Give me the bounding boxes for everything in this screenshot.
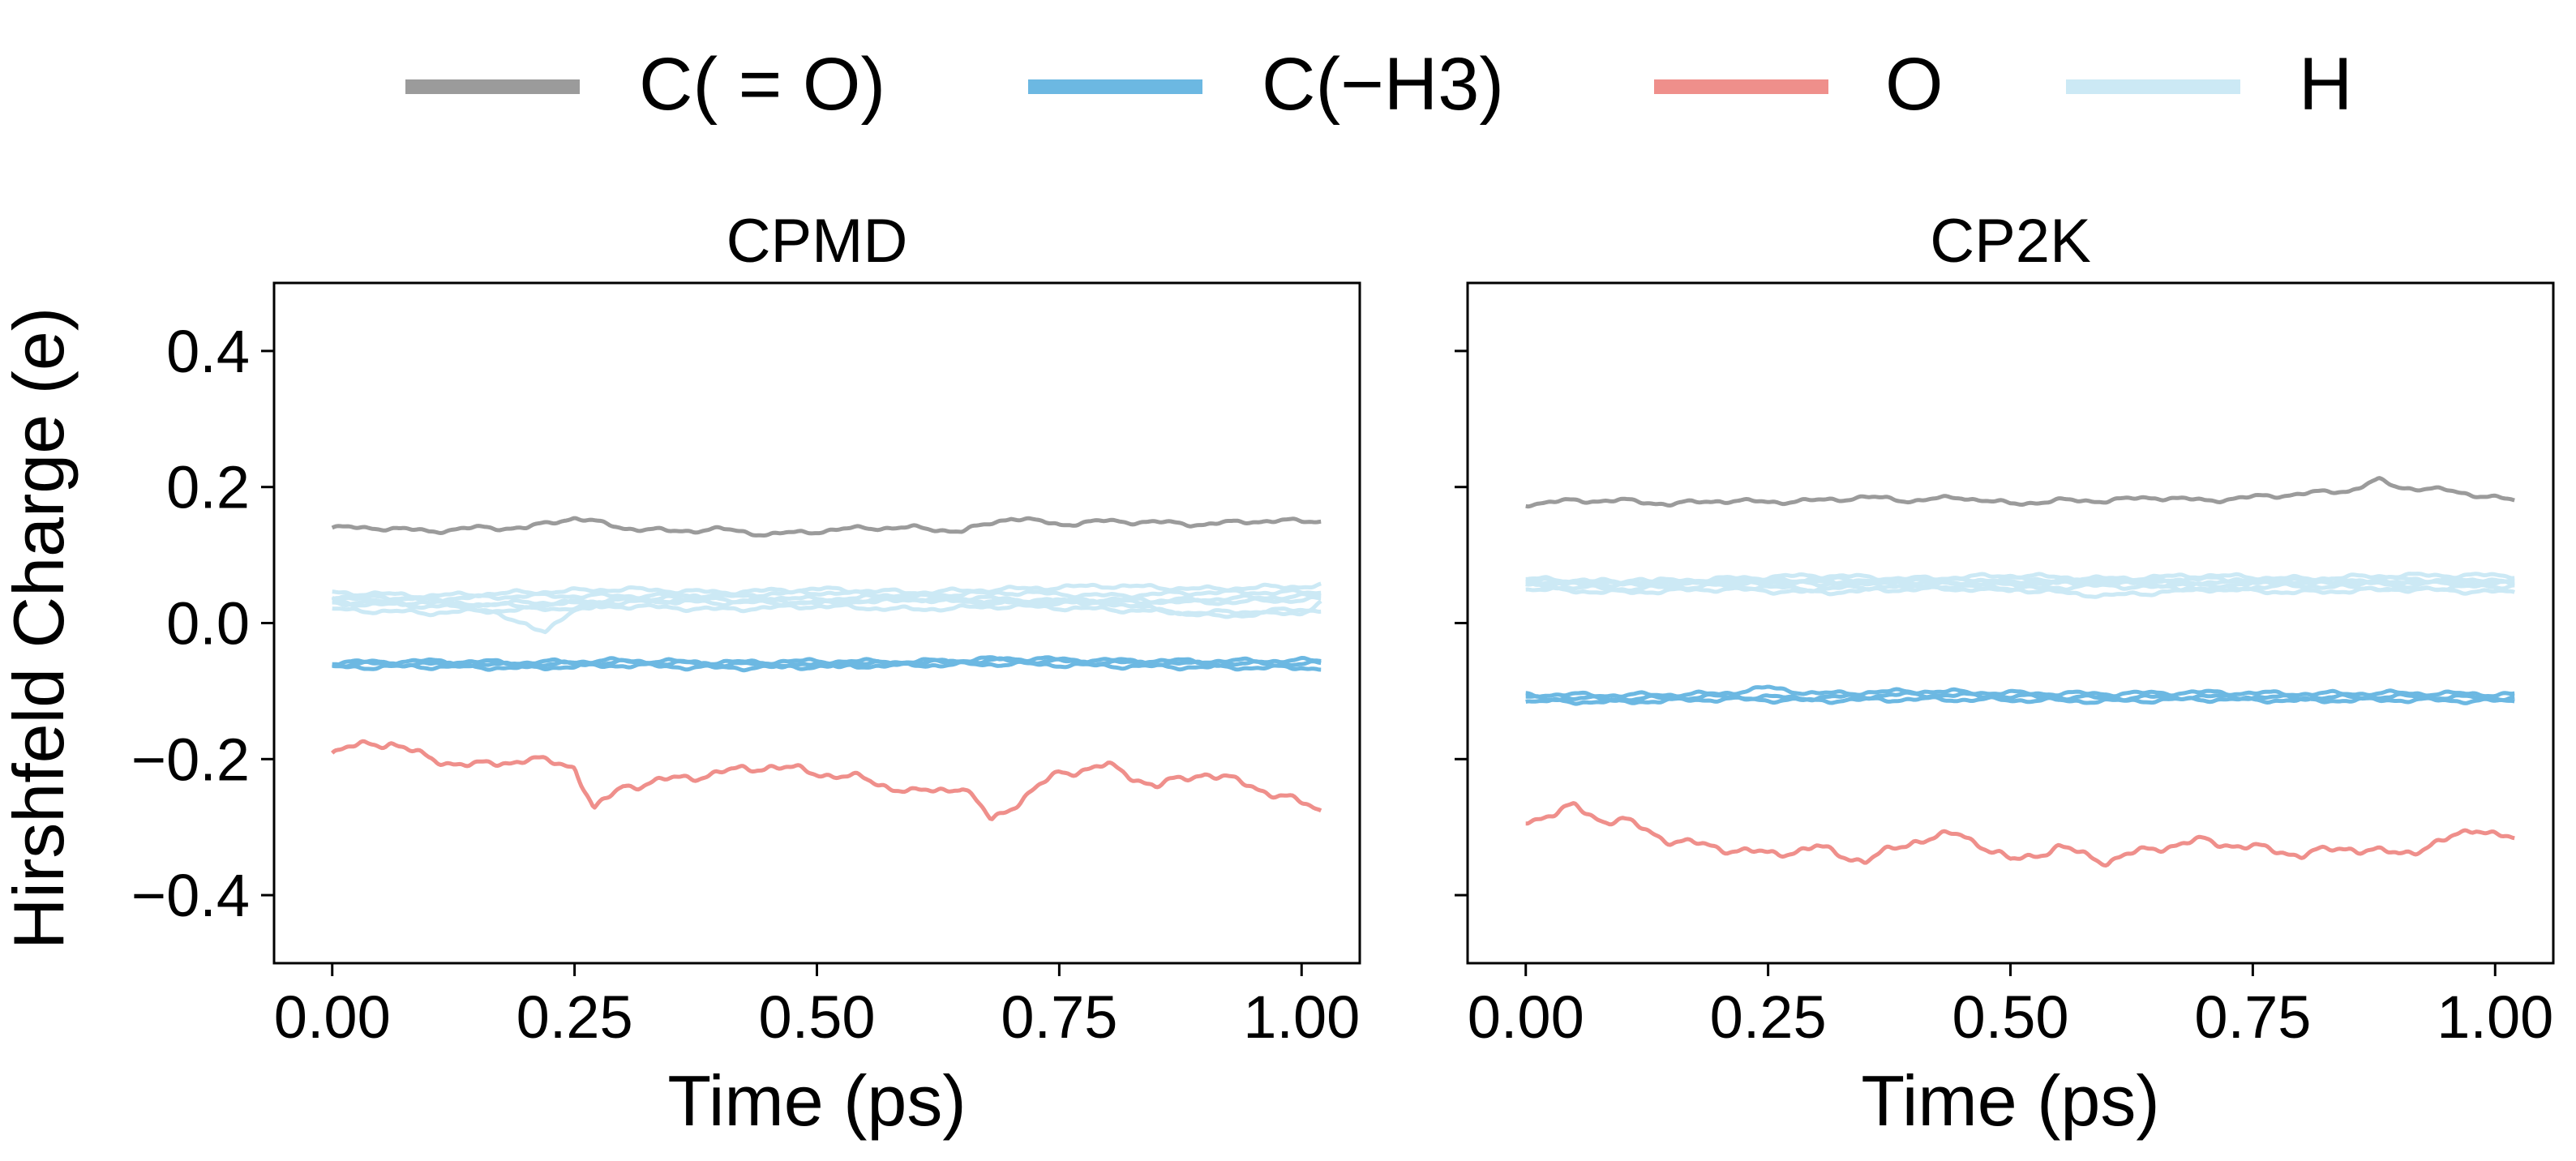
legend-label-o: O [1885, 43, 1944, 126]
legend-entry-o: O [1654, 43, 1944, 126]
panel-title-cp2k: CP2K [1930, 207, 2091, 276]
y-tick-label: 0.4 [166, 318, 250, 385]
x-tick-label: 0.75 [2194, 983, 2311, 1051]
series-line-h-5 [331, 588, 1322, 604]
y-tick-label: −0.4 [131, 862, 250, 929]
series-line-c-h3-3 [1525, 684, 2515, 699]
legend-label-h: H [2299, 43, 2352, 126]
x-tick-label: 0.50 [758, 983, 875, 1051]
series-line-h-9 [332, 595, 1322, 619]
x-tick-label: 1.00 [1243, 983, 1360, 1051]
series-line-c-h3-3 [332, 655, 1322, 667]
x-tick-label: 0.25 [516, 983, 633, 1051]
x-tick-label: 1.00 [2437, 983, 2553, 1051]
x-axis-label: Time (ps) [1861, 1060, 2159, 1141]
x-axis-label: Time (ps) [667, 1060, 966, 1141]
x-tick-label: 0.00 [1468, 983, 1584, 1051]
legend-label-c-o: C( = O) [639, 43, 885, 126]
x-tick-label: 0.50 [1952, 983, 2068, 1051]
series-line-c-o-0 [331, 516, 1322, 538]
series-line-c-o-0 [1525, 476, 2515, 509]
series-line-c-h3-2 [332, 659, 1322, 673]
series-line-o-10 [331, 739, 1322, 821]
legend: C( = O) C(−H3) O H [405, 43, 2352, 126]
y-axis-label: Hirshfeld Charge (e) [0, 307, 79, 949]
x-tick-label: 0.00 [274, 983, 391, 1051]
x-tick-label: 0.75 [1001, 983, 1117, 1051]
series-line-o-10 [1525, 801, 2515, 868]
panel-cpmd: CPMD 0.00 0.25 0.50 0.75 1.00 0.4 0.2 0.0 −0.2 −0.… [131, 207, 1361, 1141]
legend-entry-h: H [2066, 43, 2352, 126]
x-tick-label: 0.25 [1710, 983, 1827, 1051]
series-line-h-7 [1525, 584, 2515, 599]
panel-cp2k: CP2K 0.00 0.25 0.50 0.75 1.00 Time (ps) [1455, 207, 2555, 1141]
y-tick-label: −0.2 [131, 726, 250, 793]
panel-title-cpmd: CPMD [727, 207, 908, 276]
legend-entry-c-o: C( = O) [405, 43, 885, 126]
series-line-h-4 [332, 581, 1322, 600]
y-tick-label: 0.2 [166, 454, 250, 521]
series-line-c-h3-2 [1525, 695, 2515, 706]
y-tick-label: 0.0 [166, 590, 250, 658]
series-line-h-9 [1525, 576, 2515, 589]
legend-label-c-h3: C(−H3) [1262, 43, 1504, 126]
legend-entry-c-h3: C(−H3) [1028, 43, 1504, 126]
